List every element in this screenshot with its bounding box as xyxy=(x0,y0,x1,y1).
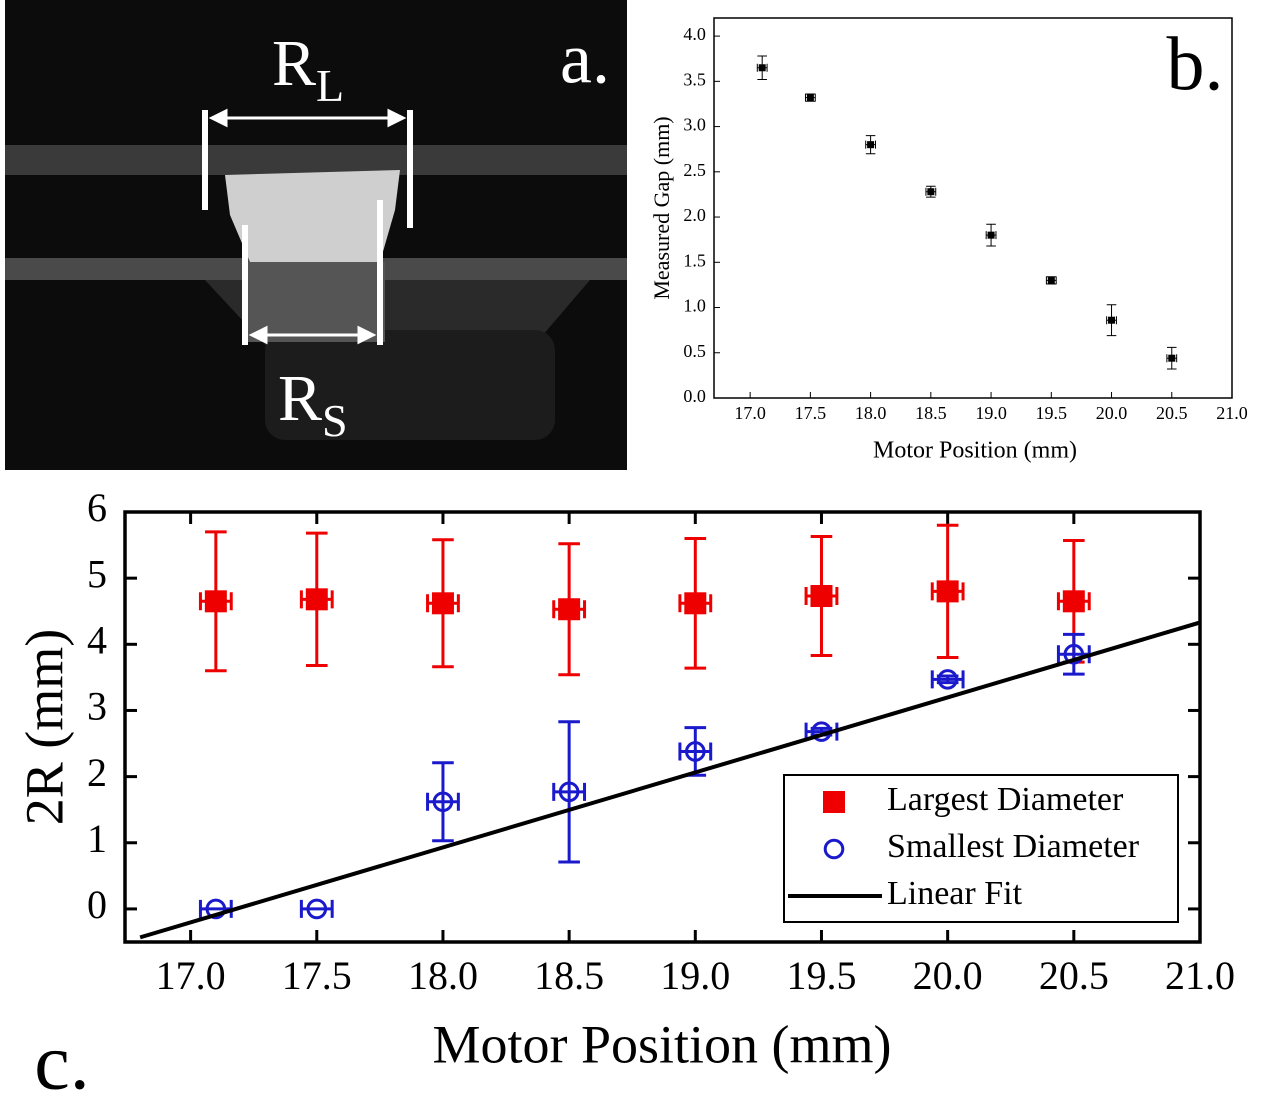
panel-label: a. xyxy=(560,19,610,99)
legend-symbol xyxy=(823,838,845,860)
error-bar xyxy=(930,670,965,689)
y-tick-label: 2.5 xyxy=(683,160,706,180)
y-tick-label: 4.0 xyxy=(683,24,706,44)
x-tick-label: 17.0 xyxy=(156,953,226,998)
x-tick-label: 19.0 xyxy=(975,403,1007,423)
error-bar xyxy=(552,720,587,864)
error-bar xyxy=(299,899,334,918)
x-tick-label: 18.5 xyxy=(534,953,604,998)
marker xyxy=(987,231,995,239)
y-axis-title: 2R (mm) xyxy=(14,629,74,826)
marker xyxy=(305,588,328,611)
marker xyxy=(1063,643,1085,665)
x-tick-label: 17.5 xyxy=(282,953,352,998)
marker xyxy=(431,592,454,615)
y-tick-label: 0.5 xyxy=(683,341,706,361)
panel-label: c. xyxy=(34,1018,90,1096)
base xyxy=(265,330,555,440)
x-tick-label: 19.5 xyxy=(786,953,856,998)
annotation-text: R xyxy=(272,27,316,100)
x-tick-label: 19.0 xyxy=(660,953,730,998)
y-tick-label: 1.0 xyxy=(683,296,706,316)
plot-frame xyxy=(123,510,1202,944)
legend-label: Linear Fit xyxy=(887,875,1023,912)
marker xyxy=(927,188,935,196)
y-tick-label: 0 xyxy=(87,882,107,927)
y-tick-label: 1 xyxy=(87,816,107,861)
plot-frame xyxy=(713,17,1233,399)
x-tick-label: 20.0 xyxy=(1096,403,1128,423)
x-axis-title: Motor Position (mm) xyxy=(432,1014,891,1074)
legend-label: Smallest Diameter xyxy=(887,828,1140,865)
chart: 17.0 17.5 18.0 18.5 19.0 19.5 20.0 20.5 21.0 0.0 0… xyxy=(649,17,1248,464)
x-tick-label: 18.0 xyxy=(408,953,478,998)
x-tick-label: 19.5 xyxy=(1036,403,1068,423)
marker xyxy=(1168,354,1176,362)
y-axis-title: Measured Gap (mm) xyxy=(649,116,674,299)
fit-line xyxy=(139,620,1200,940)
legend-symbol xyxy=(823,791,845,813)
annotation-subscript: L xyxy=(316,60,344,111)
marker xyxy=(205,898,227,920)
marker xyxy=(936,580,959,603)
measure-lines xyxy=(202,110,413,345)
marker xyxy=(432,791,454,813)
arrows xyxy=(208,108,407,345)
y-tick-label: 6 xyxy=(87,485,107,530)
marker xyxy=(306,898,328,920)
annotation-text: R xyxy=(278,362,322,435)
y-tick-label: 5 xyxy=(87,551,107,596)
chart: 17.0 17.5 18.0 18.5 19.0 19.5 20.0 20.5 21.0 0 1 2 3… xyxy=(14,485,1235,1096)
marker xyxy=(1047,276,1055,284)
x-tick-label: 17.0 xyxy=(734,403,766,423)
marker xyxy=(558,781,580,803)
annotation: RL xyxy=(272,27,344,110)
y-tick-label: 2.0 xyxy=(683,205,706,225)
x-tick-label: 20.5 xyxy=(1039,953,1109,998)
y-tick-label: 3 xyxy=(87,684,107,729)
error-bar xyxy=(678,726,713,777)
marker xyxy=(758,64,766,72)
x-tick-label: 20.0 xyxy=(913,953,983,998)
marker xyxy=(810,585,833,608)
x-axis-title: Motor Position (mm) xyxy=(873,438,1077,464)
plate-top xyxy=(5,145,627,175)
panel-label: b. xyxy=(1167,22,1224,106)
marker xyxy=(684,592,707,615)
marker xyxy=(1062,590,1085,613)
x-tick-label: 20.5 xyxy=(1156,403,1188,423)
x-tick-label: 18.0 xyxy=(855,403,887,423)
marker xyxy=(806,94,814,102)
y-tick-label: 2 xyxy=(87,750,107,795)
marker xyxy=(558,598,581,621)
x-tick-label: 21.0 xyxy=(1165,953,1235,998)
marker xyxy=(1108,316,1116,324)
sample xyxy=(225,170,400,262)
y-tick-label: 4 xyxy=(87,617,107,662)
error-bar xyxy=(198,899,233,918)
annotation-subscript: S xyxy=(322,395,348,446)
y-tick-label: 0.0 xyxy=(683,386,706,406)
marker xyxy=(685,741,706,762)
y-tick-label: 1.5 xyxy=(683,250,706,270)
marker xyxy=(937,669,958,690)
photo: RL RS a. xyxy=(5,0,627,470)
y-tick-label: 3.5 xyxy=(683,69,706,89)
marker xyxy=(867,141,875,149)
x-tick-label: 17.5 xyxy=(795,403,827,423)
x-tick-label: 18.5 xyxy=(915,403,947,423)
error-bar xyxy=(1056,632,1091,676)
annotation: RS xyxy=(278,362,348,445)
x-tick-label: 21.0 xyxy=(1216,403,1248,423)
error-bar xyxy=(426,761,460,843)
legend-label: Largest Diameter xyxy=(887,781,1124,818)
y-tick-label: 3.0 xyxy=(683,115,706,135)
marker xyxy=(204,590,227,613)
